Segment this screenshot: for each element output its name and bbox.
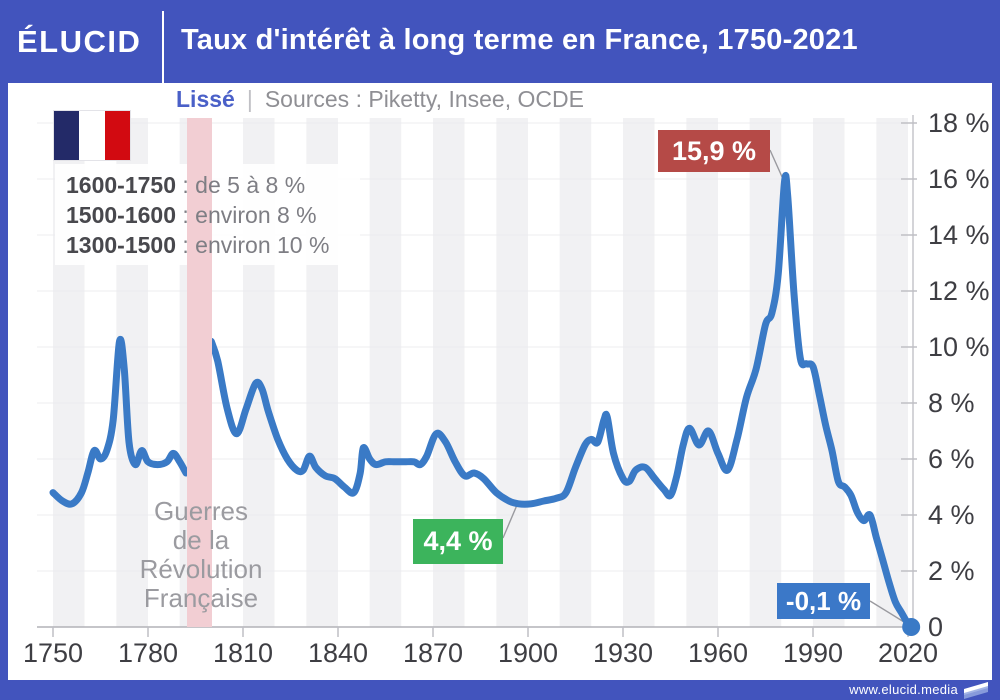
sources-label: Sources : Piketty, Insee, OCDE [264, 86, 584, 112]
decade-stripe [559, 118, 592, 627]
band-label-line: Française [143, 583, 259, 613]
decade-stripe [591, 118, 623, 627]
note-line: 1300-1500 : environ 10 % [66, 232, 330, 258]
band-label-line: Guerres [154, 496, 248, 526]
x-tick-label: 1810 [213, 638, 273, 668]
flag-stripe-white [79, 111, 105, 160]
note-line: 1500-1600 : environ 8 % [66, 202, 317, 228]
decade-stripe [654, 118, 687, 627]
y-tick-label: 0 [928, 612, 943, 642]
decade-stripe [876, 118, 908, 627]
y-tick-label: 2 % [928, 556, 975, 586]
decade-stripe [908, 118, 913, 627]
y-tick-label: 4 % [928, 500, 975, 530]
flag-stripe-red [104, 111, 130, 160]
y-tick-label: 12 % [928, 276, 990, 306]
y-tick-label: 10 % [928, 332, 990, 362]
subtitle-divider: | [246, 86, 253, 112]
decade-stripe [844, 118, 877, 627]
decade-stripe [37, 118, 53, 627]
x-tick-label: 1840 [308, 638, 368, 668]
historical-rates-notes: 1600-1750 : de 5 à 8 % 1500-1600 : enviro… [66, 170, 329, 260]
peak-value-badge: 15,9 % [658, 130, 770, 172]
series-smoothing-label: Lissé [176, 86, 235, 112]
footer-flag-icon [964, 682, 988, 699]
y-tick-label: 14 % [928, 220, 990, 250]
rate-curve [207, 172, 915, 634]
flag-stripe-blue [54, 111, 80, 160]
header-divider [162, 11, 164, 83]
decade-stripe [718, 118, 750, 627]
band-label-line: Révolution [139, 554, 263, 584]
note-line: 1600-1750 : de 5 à 8 % [66, 172, 306, 198]
chart-subtitle: Lissé | Sources : Piketty, Insee, OCDE [176, 86, 584, 113]
annotation-connector [869, 600, 905, 623]
revolution-war-band [186, 118, 212, 627]
x-tick-label: 1960 [688, 638, 748, 668]
latest-value-badge: -0,1 % [777, 583, 870, 619]
footer: www.elucid.media [0, 680, 1000, 700]
decade-stripe [528, 118, 560, 627]
band-label-line: de la [172, 525, 230, 555]
decade-stripe [686, 118, 718, 627]
y-tick-label: 6 % [928, 444, 975, 474]
end-point-dot [902, 618, 921, 636]
x-tick-label: 1870 [403, 638, 463, 668]
revolution-band-label: Guerres de la Révolution Française [96, 497, 306, 613]
low-value-badge: 4,4 % [413, 519, 503, 564]
france-flag-icon [53, 110, 131, 161]
x-tick-label: 1750 [23, 638, 83, 668]
decade-stripe [369, 118, 402, 627]
y-tick-label: 8 % [928, 388, 975, 418]
x-tick-label: 2020 [878, 638, 938, 668]
rate-curve [49, 336, 190, 508]
annotation-connector [769, 149, 784, 180]
x-tick-label: 1780 [118, 638, 178, 668]
y-tick-label: 16 % [928, 164, 990, 194]
page-title: Taux d'intérêt à long terme en France, 1… [181, 24, 858, 56]
x-tick-label: 1930 [593, 638, 653, 668]
annotation-connector [502, 504, 518, 539]
brand-logo: ÉLUCID [17, 24, 142, 59]
decade-stripe [623, 118, 655, 627]
y-tick-label: 18 % [928, 108, 990, 138]
header: ÉLUCID Taux d'intérêt à long terme en Fr… [0, 0, 1000, 83]
x-tick-label: 1900 [498, 638, 558, 668]
footer-url: www.elucid.media [849, 682, 958, 697]
x-tick-label: 1990 [783, 638, 843, 668]
